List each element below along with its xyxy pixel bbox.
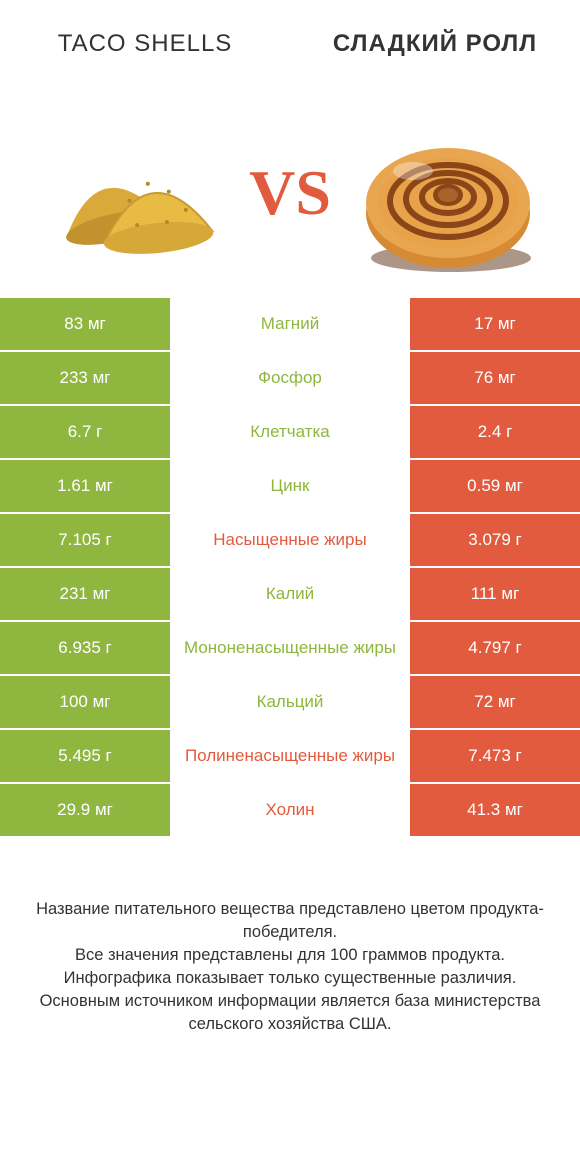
nutrition-row: 6.7 гКлетчатка2.4 г: [0, 406, 580, 460]
value-left: 5.495 г: [0, 730, 170, 782]
nutrition-row: 29.9 мгХолин41.3 мг: [0, 784, 580, 838]
value-right: 76 мг: [410, 352, 580, 404]
value-right: 3.079 г: [410, 514, 580, 566]
value-right: 0.59 мг: [410, 460, 580, 512]
value-right: 72 мг: [410, 676, 580, 728]
value-right: 17 мг: [410, 298, 580, 350]
nutrient-label: Фосфор: [170, 352, 410, 404]
nutrition-row: 100 мгКальций72 мг: [0, 676, 580, 730]
nutrition-row: 6.935 гМононенасыщенные жиры4.797 г: [0, 622, 580, 676]
nutrient-label: Холин: [170, 784, 410, 836]
value-right: 41.3 мг: [410, 784, 580, 836]
title-right: СЛАДКИЙ РОЛЛ: [290, 31, 580, 57]
value-right: 2.4 г: [410, 406, 580, 458]
footnote-line: Инфографика показывает только существенн…: [24, 967, 556, 990]
value-left: 231 мг: [0, 568, 170, 620]
footnote-line: Название питательного вещества представл…: [24, 898, 556, 944]
value-left: 83 мг: [0, 298, 170, 350]
value-left: 6.7 г: [0, 406, 170, 458]
nutrient-label: Мононенасыщенные жиры: [170, 622, 410, 674]
nutrient-label: Магний: [170, 298, 410, 350]
value-left: 29.9 мг: [0, 784, 170, 836]
value-right: 4.797 г: [410, 622, 580, 674]
nutrition-table: 83 мгМагний17 мг233 мгФосфор76 мг6.7 гКл…: [0, 298, 580, 838]
vs-label: VS: [243, 156, 337, 230]
value-left: 6.935 г: [0, 622, 170, 674]
food-image-left: [20, 118, 243, 268]
footnote: Название питательного вещества представл…: [0, 838, 580, 1037]
food-image-right: [337, 103, 560, 283]
title-left: TACO SHELLS: [0, 31, 290, 57]
nutrient-label: Цинк: [170, 460, 410, 512]
nutrition-row: 7.105 гНасыщенные жиры3.079 г: [0, 514, 580, 568]
nutrient-label: Кальций: [170, 676, 410, 728]
value-left: 233 мг: [0, 352, 170, 404]
nutrition-row: 1.61 мгЦинк0.59 мг: [0, 460, 580, 514]
nutrient-label: Насыщенные жиры: [170, 514, 410, 566]
footnote-line: Основным источником информации является …: [24, 990, 556, 1036]
nutrition-row: 233 мгФосфор76 мг: [0, 352, 580, 406]
nutrition-row: 231 мгКалий111 мг: [0, 568, 580, 622]
nutrient-label: Полиненасыщенные жиры: [170, 730, 410, 782]
header: TACO SHELLS СЛАДКИЙ РОЛЛ: [0, 0, 580, 88]
footnote-line: Все значения представлены для 100 граммо…: [24, 944, 556, 967]
images-row: VS: [0, 88, 580, 298]
value-left: 100 мг: [0, 676, 170, 728]
value-left: 1.61 мг: [0, 460, 170, 512]
nutrition-row: 83 мгМагний17 мг: [0, 298, 580, 352]
value-left: 7.105 г: [0, 514, 170, 566]
nutrition-row: 5.495 гПолиненасыщенные жиры7.473 г: [0, 730, 580, 784]
value-right: 111 мг: [410, 568, 580, 620]
value-right: 7.473 г: [410, 730, 580, 782]
nutrient-label: Клетчатка: [170, 406, 410, 458]
nutrient-label: Калий: [170, 568, 410, 620]
